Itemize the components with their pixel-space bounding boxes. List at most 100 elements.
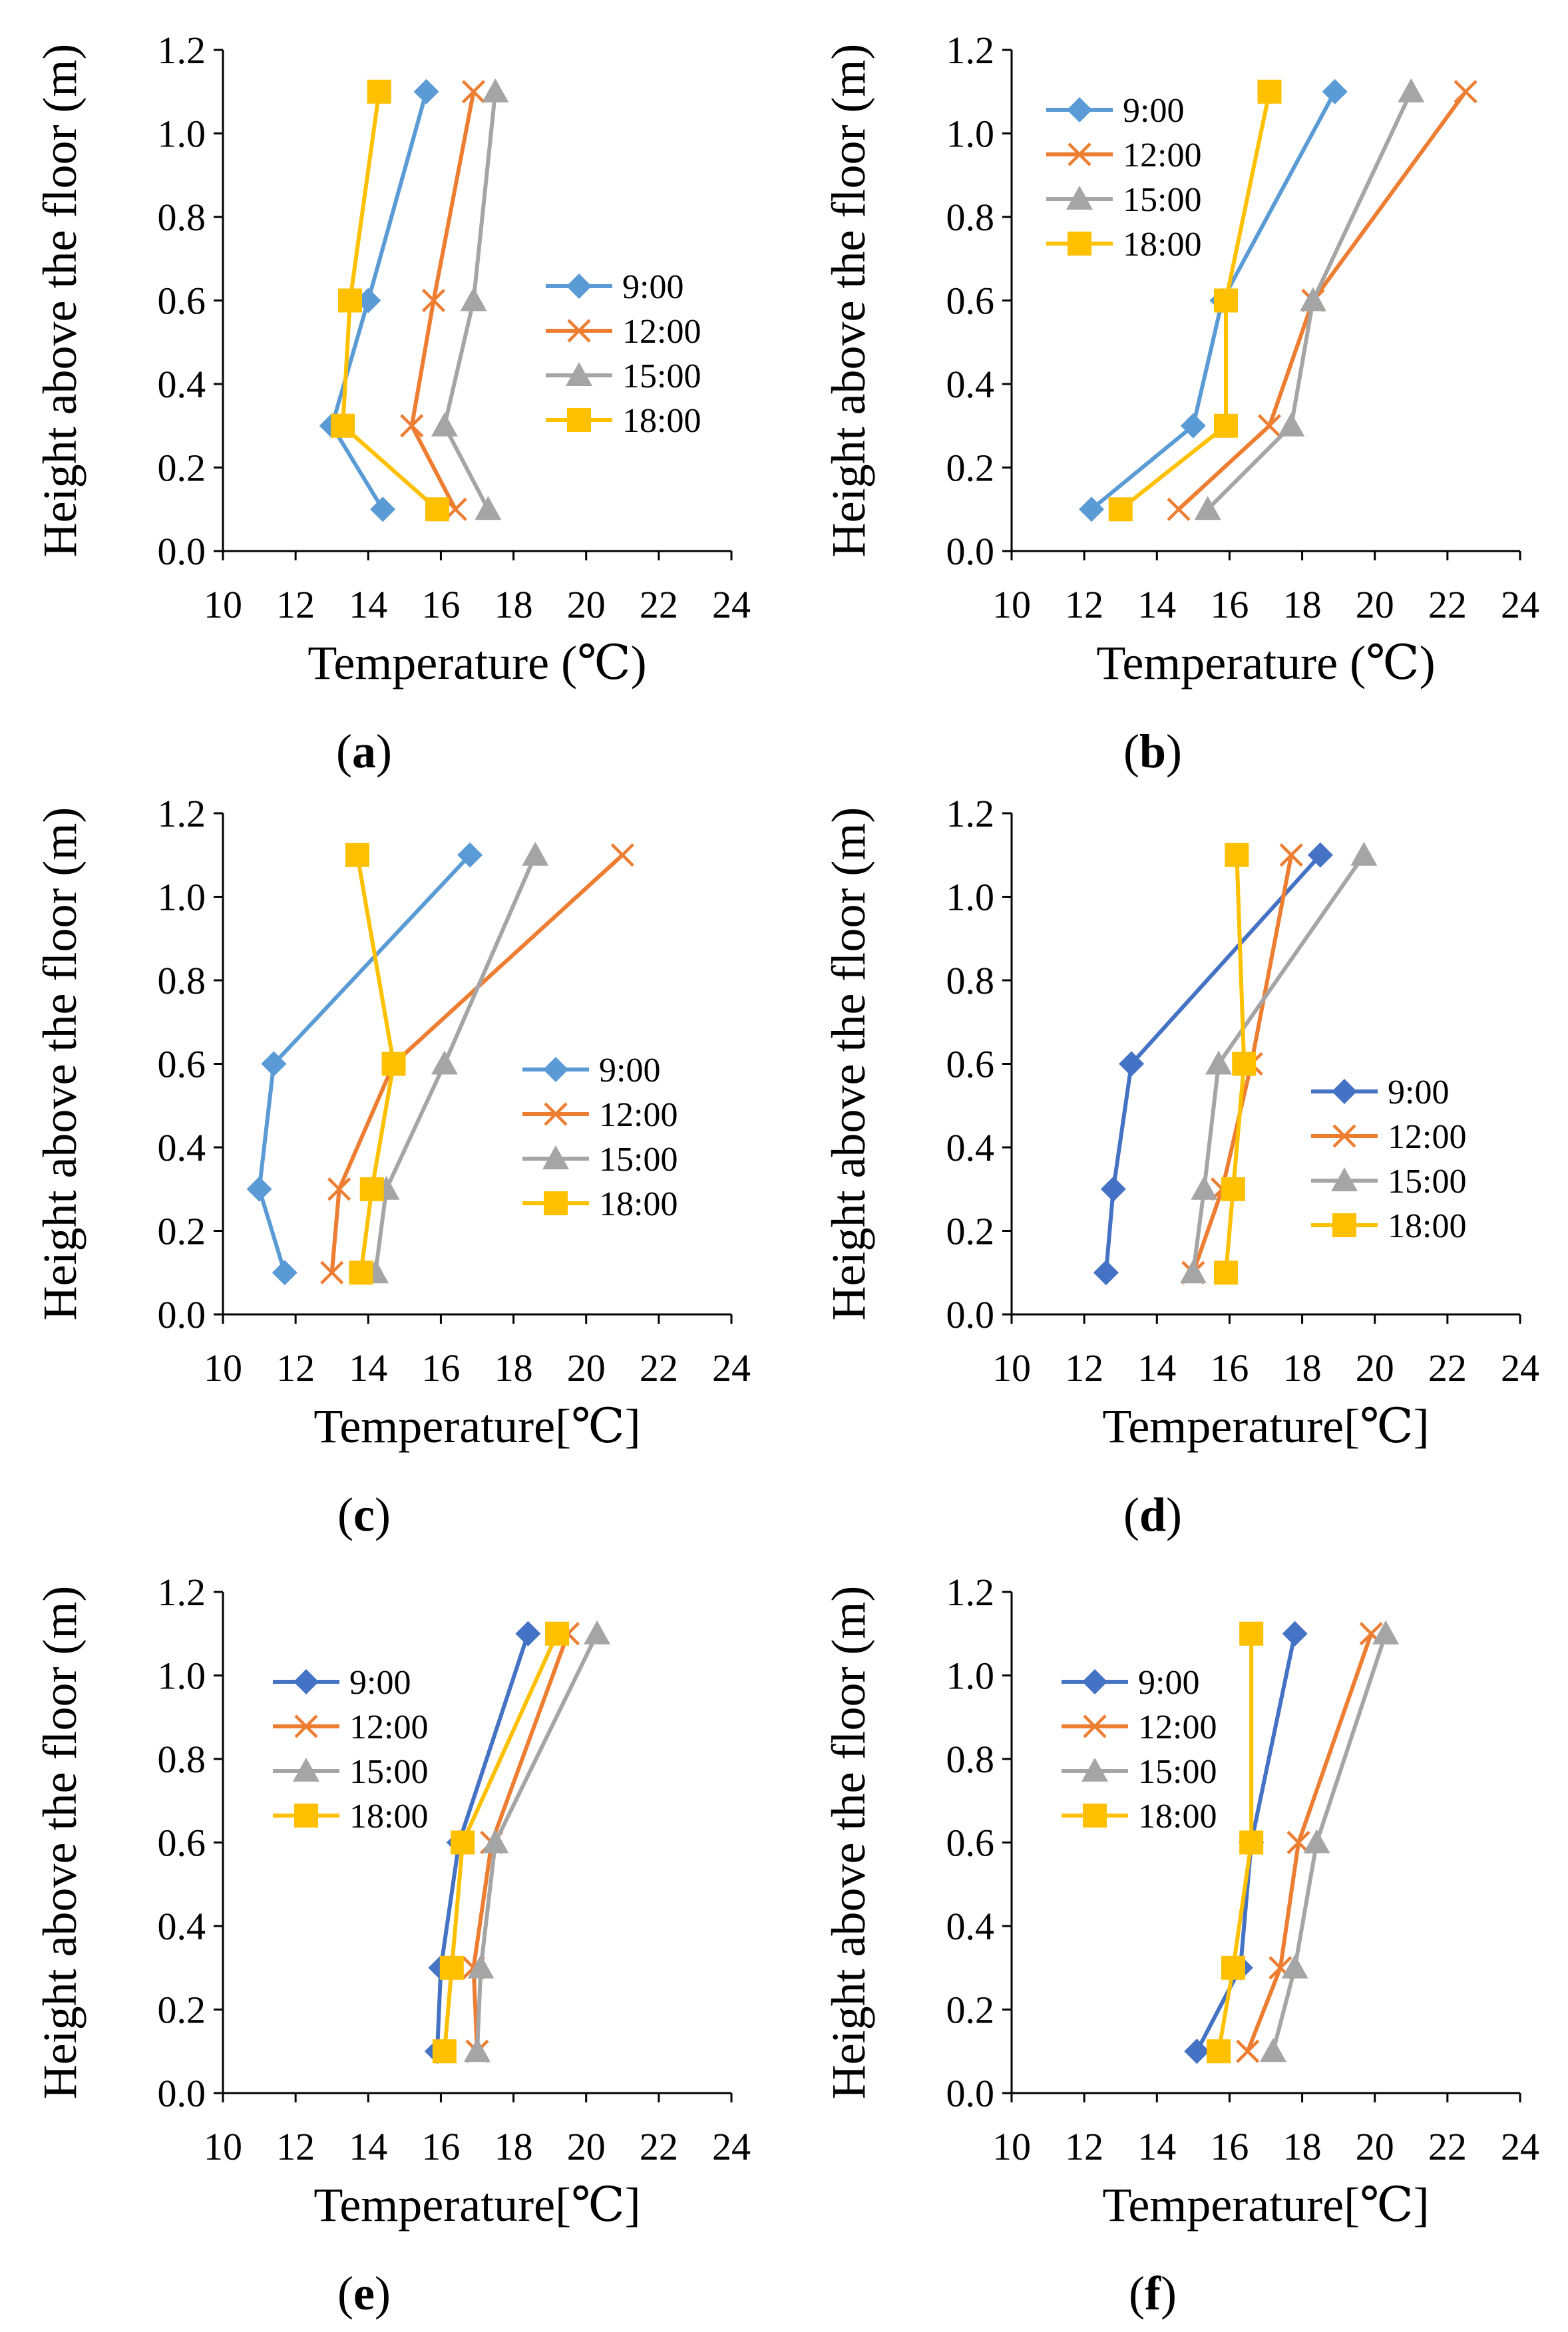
x-tick-label: 10 [992, 583, 1031, 626]
x-axis-title: Temperature[℃] [313, 1400, 640, 1453]
data-point-1500 [482, 1829, 509, 1853]
legend: 9:00 12:00 15:00 18:00 [546, 268, 701, 440]
series-line-1800 [1217, 1633, 1254, 2052]
y-tick-label: 0.6 [946, 1822, 995, 1865]
x-tick-label: 22 [640, 2125, 678, 2168]
legend-marker [1083, 1714, 1107, 1738]
x-tick-label: 12 [1065, 583, 1103, 626]
panel-label-open: ( [337, 1488, 353, 1541]
legend-marker [1068, 232, 1091, 256]
data-point-900 [457, 842, 483, 868]
data-point-1200 [1257, 414, 1282, 438]
x-tick-label: 22 [640, 1346, 678, 1390]
series-line-1500 [475, 1633, 599, 2052]
data-point-1800 [367, 79, 391, 104]
legend-marker [294, 1714, 318, 1738]
data-point-1500 [1350, 841, 1378, 866]
series-line-900 [435, 1633, 530, 2052]
legend-marker [1066, 186, 1093, 210]
legend-marker [542, 1145, 569, 1169]
series-line-1800 [442, 1633, 559, 2052]
data-point-1500 [1278, 412, 1305, 437]
x-tick-label: 10 [204, 1346, 242, 1390]
legend-label: 12:00 [1123, 136, 1201, 174]
x-tick-label: 16 [1210, 583, 1249, 626]
panel-label-letter: b [1139, 725, 1166, 778]
x-tick-label: 20 [1356, 1346, 1394, 1390]
legend-marker [543, 1057, 568, 1082]
y-tick-label: 0.8 [158, 196, 206, 239]
legend-label: 9:00 [1138, 1664, 1199, 1702]
x-tick-label: 14 [1137, 583, 1176, 626]
data-point-900 [1093, 1260, 1119, 1286]
y-tick-label: 0.2 [946, 1210, 995, 1253]
y-tick-label: 0.6 [158, 1043, 206, 1086]
panel-label-close: ) [376, 725, 392, 778]
y-tick-label: 1.0 [158, 1654, 206, 1698]
data-point-1500 [1281, 1954, 1308, 1979]
data-point-1800 [1239, 1621, 1264, 1646]
data-point-1200 [610, 843, 634, 867]
x-tick-label: 12 [276, 583, 315, 626]
y-tick-label: 0.6 [946, 1043, 995, 1086]
legend-marker [544, 1102, 568, 1126]
data-point-1800 [1213, 413, 1238, 438]
series-line-900 [257, 853, 472, 1274]
x-tick-label: 20 [567, 2125, 606, 2168]
data-point-1500 [1259, 2038, 1286, 2062]
data-point-1800 [439, 1955, 464, 1980]
data-point-1800 [349, 1261, 373, 1285]
series-line-1200 [1245, 1633, 1374, 2052]
panel-c: 0.0 0.2 0.4 0.6 0.8 1.0 1.2 10 12 14 16 18 20 22 24 Tem… [33, 792, 751, 1541]
panel-label-close: ) [1166, 1488, 1182, 1541]
legend-label: 9:00 [1388, 1073, 1449, 1111]
x-tick-label: 12 [1065, 1346, 1103, 1390]
panel-label-open: ( [336, 725, 352, 778]
data-point-1200 [421, 288, 446, 313]
panel-label-letter: a [352, 725, 376, 778]
legend: 9:00 12:00 15:00 18:00 [273, 1664, 428, 1836]
x-tick-label: 14 [349, 583, 387, 626]
y-tick-label: 1.0 [158, 876, 206, 919]
legend-label: 15:00 [1138, 1753, 1217, 1791]
legend-marker [567, 408, 591, 432]
y-tick-label: 0.8 [946, 1738, 995, 1781]
x-tick-label: 18 [494, 1346, 533, 1390]
panel-label-letter: d [1139, 1488, 1166, 1541]
x-axis-title: Temperature (℃) [1096, 636, 1435, 689]
legend-marker [294, 1804, 318, 1828]
legend-label: 18:00 [1138, 1798, 1217, 1836]
x-tick-label: 16 [1210, 2125, 1249, 2168]
data-point-1800 [451, 1830, 475, 1855]
legend-marker [567, 319, 591, 343]
data-point-1800 [1221, 1955, 1245, 1980]
data-point-1500 [584, 1620, 611, 1645]
data-point-1800 [381, 1052, 406, 1076]
data-point-1500 [1191, 1175, 1218, 1200]
x-tick-label: 20 [1356, 2125, 1394, 2168]
data-point-1800 [1257, 79, 1282, 104]
data-point-1800 [331, 413, 355, 438]
y-tick-label: 1.0 [946, 876, 995, 919]
y-tick-label: 0.2 [158, 447, 206, 490]
data-point-1500 [431, 1050, 458, 1075]
x-tick-label: 14 [349, 2125, 387, 2168]
y-tick-label: 0.8 [158, 959, 206, 1002]
y-tick-label: 1.2 [946, 29, 995, 72]
x-tick-label: 12 [276, 2125, 315, 2168]
panel-label-letter: c [353, 1488, 375, 1541]
x-axis-title: Temperature[℃] [313, 2178, 640, 2232]
x-tick-label: 18 [494, 583, 533, 626]
panel-label-open: ( [1123, 1488, 1139, 1541]
panel-a: 0.0 0.2 0.4 0.6 0.8 1.0 1.2 10 12 14 16 18 20 22 24 Tem… [33, 29, 751, 778]
x-tick-label: 24 [712, 583, 751, 626]
x-tick-label: 24 [1501, 1346, 1539, 1390]
series-line-1500 [373, 854, 538, 1273]
x-tick-label: 24 [1501, 583, 1539, 626]
x-tick-label: 10 [992, 1346, 1031, 1390]
data-point-1800 [1225, 843, 1249, 867]
legend-label: 15:00 [349, 1753, 428, 1791]
legend-label: 18:00 [1388, 1207, 1466, 1245]
panel-label-open: ( [1129, 2267, 1145, 2320]
panel-label: (e) [337, 2267, 391, 2320]
